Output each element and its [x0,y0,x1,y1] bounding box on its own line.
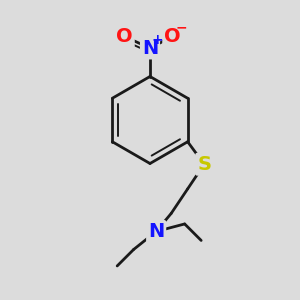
Text: −: − [176,21,187,34]
Text: +: + [152,33,163,46]
Text: S: S [197,155,211,174]
Text: O: O [164,27,181,46]
Text: N: N [142,38,158,58]
Text: N: N [148,222,164,241]
Text: O: O [116,27,133,46]
